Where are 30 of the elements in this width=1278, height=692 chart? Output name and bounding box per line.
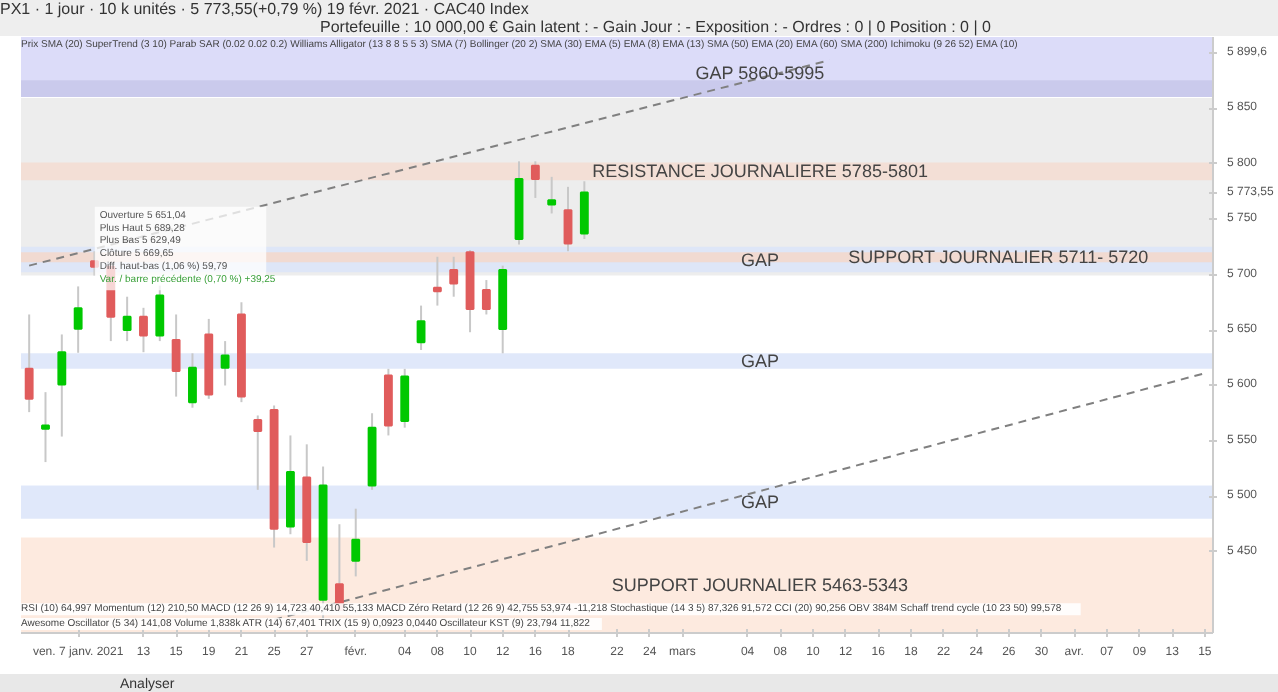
text: PX1 · 1 jour · 10 k unités · 5 773,55(+0,79 %) 19 févr. 2021 · CAC40 Index <box>0 0 531 18</box>
candlestick <box>253 414 263 491</box>
band-label: GAP <box>741 249 780 270</box>
text: Portefeuille : 10 000,00 € Gain latent : - Gain Jour : - Exposition : - Ordres : 0 | 0 Position : 0 | 0 <box>318 18 993 36</box>
candlestick <box>155 284 165 343</box>
candlestick <box>139 306 148 354</box>
candlestick <box>41 391 50 464</box>
band-label: GAP <box>741 492 780 513</box>
candlestick <box>122 295 132 343</box>
candlestick <box>563 185 573 253</box>
candlestick <box>432 255 442 307</box>
candlestick <box>481 279 491 316</box>
band-label: SUPPORT JOURNALIER 5711- 5720 <box>848 247 1149 268</box>
candlestick <box>400 367 410 429</box>
band-label: GAP <box>741 351 780 372</box>
band-label: GAP 5860-5995 <box>695 62 825 83</box>
candlestick <box>351 507 361 578</box>
candlestick <box>73 285 83 354</box>
candlestick <box>171 313 181 398</box>
candlestick <box>57 333 67 438</box>
candlestick <box>579 180 589 240</box>
candlestick <box>188 352 197 409</box>
band-label: RESISTANCE JOURNALIERE 5785-5801 <box>592 161 928 182</box>
candlestick <box>416 304 426 351</box>
candlestick <box>530 160 540 199</box>
candlestick <box>449 255 459 298</box>
candlestick <box>547 175 557 215</box>
band-label: SUPPORT JOURNALIER 5463-5343 <box>611 575 909 596</box>
candlestick <box>220 340 230 387</box>
candlestick <box>24 313 34 414</box>
